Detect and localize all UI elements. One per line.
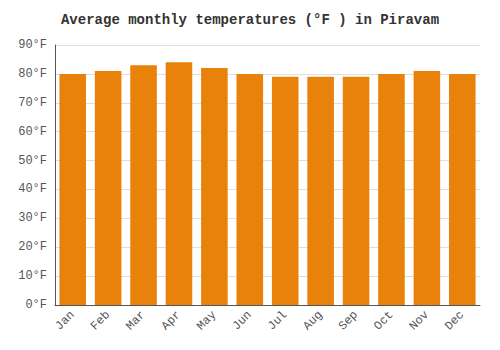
svg-text:Jul: Jul bbox=[265, 308, 290, 333]
svg-text:Dec: Dec bbox=[442, 308, 467, 333]
svg-text:80°F: 80°F bbox=[18, 67, 47, 81]
svg-text:70°F: 70°F bbox=[18, 96, 47, 110]
svg-text:Jun: Jun bbox=[230, 308, 255, 333]
svg-text:30°F: 30°F bbox=[18, 211, 47, 225]
svg-text:50°F: 50°F bbox=[18, 154, 47, 168]
svg-text:Oct: Oct bbox=[371, 308, 396, 333]
svg-text:40°F: 40°F bbox=[18, 182, 47, 196]
svg-text:20°F: 20°F bbox=[18, 240, 47, 254]
svg-text:90°F: 90°F bbox=[18, 38, 47, 52]
svg-text:Feb: Feb bbox=[88, 308, 113, 333]
svg-text:Mar: Mar bbox=[123, 308, 148, 333]
svg-text:0°F: 0°F bbox=[25, 298, 47, 312]
svg-text:10°F: 10°F bbox=[18, 269, 47, 283]
svg-text:May: May bbox=[194, 308, 219, 333]
svg-text:Apr: Apr bbox=[159, 308, 184, 333]
svg-text:Sep: Sep bbox=[336, 308, 361, 333]
svg-text:60°F: 60°F bbox=[18, 125, 47, 139]
svg-text:Nov: Nov bbox=[407, 308, 432, 333]
svg-text:Aug: Aug bbox=[300, 308, 325, 333]
svg-text:Average monthly temperatures (: Average monthly temperatures (°F ) in Pi… bbox=[61, 12, 439, 28]
svg-text:Jan: Jan bbox=[53, 308, 78, 333]
